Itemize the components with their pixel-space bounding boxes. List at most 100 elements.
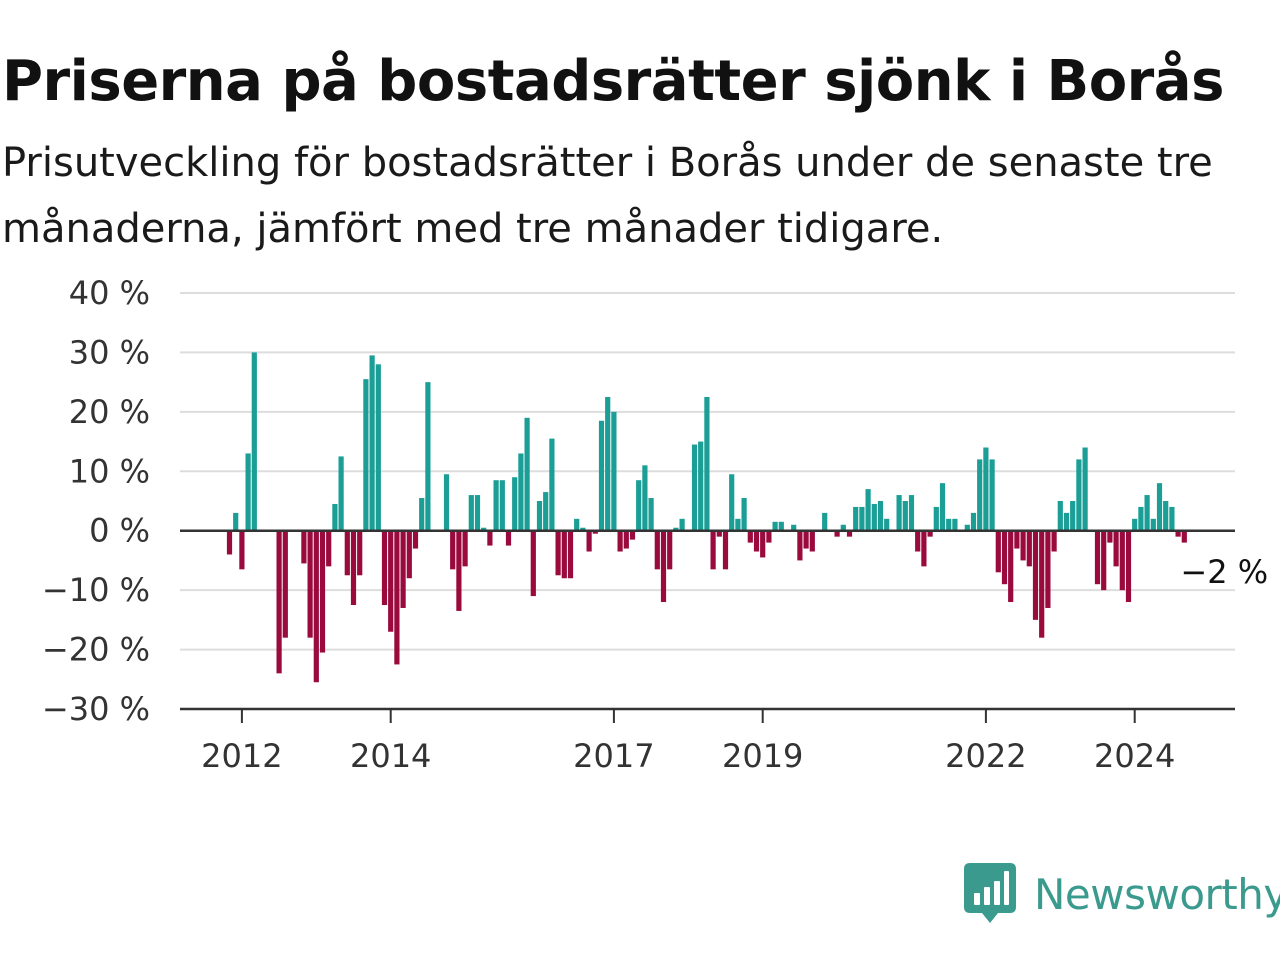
bar	[983, 447, 989, 531]
bar	[1138, 506, 1144, 531]
bar	[803, 530, 809, 549]
y-tick-label: 20 %	[69, 393, 150, 431]
bar-chart: 40 %30 %20 %10 %0 %−10 %−20 %−30 % 2012 2…	[41, 274, 1269, 775]
bar	[344, 530, 350, 576]
bar	[1175, 530, 1181, 537]
bar	[853, 506, 859, 531]
bar	[276, 530, 282, 674]
bar	[530, 530, 536, 597]
bar	[902, 501, 908, 531]
bar	[456, 530, 462, 611]
bar	[1132, 518, 1138, 531]
bar	[778, 521, 784, 531]
bar	[921, 530, 927, 567]
bar	[753, 530, 760, 552]
bar	[357, 530, 363, 576]
bar	[326, 530, 332, 567]
bar	[642, 465, 648, 531]
bar	[1001, 530, 1008, 585]
bar	[1039, 530, 1045, 638]
bar	[611, 411, 617, 531]
x-tick-label: 2017	[573, 737, 654, 775]
bar	[939, 483, 946, 531]
bar	[1169, 506, 1175, 531]
bar	[233, 512, 239, 531]
bar	[375, 364, 381, 531]
bar	[505, 530, 512, 546]
bar	[1107, 530, 1113, 543]
bar	[239, 530, 245, 570]
bar	[598, 420, 605, 531]
bars	[226, 352, 1187, 683]
bar	[481, 527, 487, 531]
bar	[1119, 530, 1125, 591]
bar	[567, 530, 574, 579]
bar	[654, 530, 660, 570]
bar	[493, 480, 499, 531]
bar	[592, 530, 598, 534]
bar	[536, 501, 543, 531]
bar	[1020, 530, 1026, 561]
bar	[729, 474, 735, 531]
bar	[512, 477, 518, 531]
newsworthy-logo: Newsworthy	[964, 862, 1280, 926]
bar	[791, 524, 797, 531]
bar	[394, 530, 400, 665]
bar	[822, 512, 828, 531]
bar	[363, 379, 369, 531]
bar	[722, 530, 729, 570]
bar	[412, 530, 419, 549]
bar	[245, 453, 251, 531]
bar	[419, 498, 425, 531]
bar	[772, 521, 778, 531]
x-tick-label: 2012	[201, 737, 282, 775]
bar	[952, 518, 958, 531]
bar	[282, 530, 288, 638]
bar	[561, 530, 567, 579]
bar	[406, 530, 412, 579]
bar	[443, 474, 450, 531]
bar	[369, 355, 375, 531]
bar	[741, 498, 747, 531]
axes	[180, 529, 1235, 711]
bar	[927, 530, 933, 537]
bar	[1063, 512, 1070, 531]
bar	[679, 518, 685, 531]
bar	[574, 518, 580, 531]
bar	[970, 512, 977, 531]
bar	[338, 456, 344, 531]
bar	[673, 527, 679, 531]
bar	[487, 530, 493, 546]
x-tick-label: 2024	[1094, 737, 1175, 775]
bar	[766, 530, 772, 543]
bar	[1101, 530, 1107, 591]
bar	[1057, 501, 1063, 531]
y-tick-label: 30 %	[69, 333, 150, 371]
y-tick-label: −30 %	[42, 690, 150, 728]
bar	[1045, 530, 1051, 608]
bar	[710, 530, 716, 570]
bar	[846, 530, 853, 537]
bar	[629, 530, 636, 540]
bar	[251, 352, 257, 531]
chart-title: Priserna på bostadsrätter sjönk i Borås	[2, 49, 1224, 114]
bar	[524, 417, 530, 531]
bar	[350, 530, 357, 605]
bar	[865, 489, 871, 531]
chart-subtitle: Prisutveckling för bostadsrätter i Borås…	[2, 140, 1213, 252]
bar	[226, 530, 233, 555]
bar	[1070, 501, 1076, 531]
bar	[1014, 530, 1020, 549]
bar	[605, 397, 611, 531]
bar	[995, 530, 1001, 573]
bar	[1051, 530, 1057, 552]
bar	[989, 459, 995, 531]
y-axis-ticks: 40 % 30 % 20 % 10 % 0 % −10 % −20 % −30 %	[42, 274, 150, 728]
bar	[915, 530, 921, 552]
bar	[1113, 530, 1119, 567]
bar	[933, 506, 939, 531]
logo-text: Newsworthy	[1034, 869, 1280, 919]
bar	[381, 530, 388, 605]
bar	[543, 492, 549, 531]
bar	[884, 518, 890, 531]
